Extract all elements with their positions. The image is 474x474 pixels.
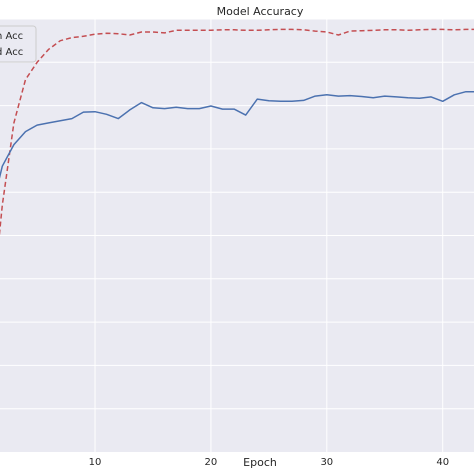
x-tick-label: 30 <box>320 457 333 468</box>
series-layer <box>0 28 474 236</box>
series-line <box>0 90 474 179</box>
x-tick-label: 10 <box>89 457 102 468</box>
chart-title: Model Accuracy <box>217 5 304 18</box>
x-tick-labels: 10 20 30 40 <box>89 457 449 468</box>
legend: n Acc d Acc <box>0 25 37 63</box>
legend-entry: n Acc <box>0 31 23 42</box>
series-line <box>0 28 474 236</box>
x-tick-label: 20 <box>205 457 218 468</box>
x-axis-label: Epoch <box>243 456 277 469</box>
y-gridlines <box>0 18 474 410</box>
legend-box <box>0 25 37 63</box>
x-gridlines <box>94 19 444 452</box>
x-tick-label: 40 <box>436 457 449 468</box>
legend-entry: d Acc <box>0 47 23 58</box>
